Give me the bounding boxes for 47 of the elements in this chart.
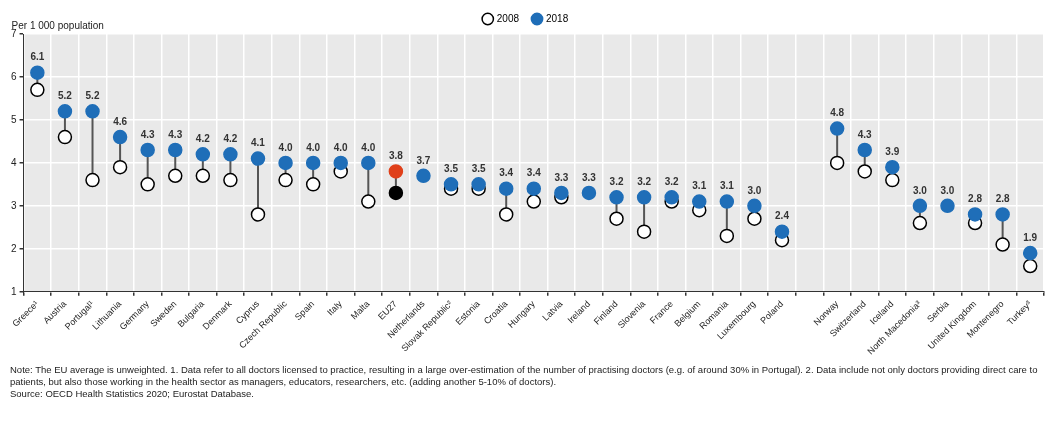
y-tick-label: 6 — [11, 70, 17, 82]
data-label: 3.2 — [609, 176, 624, 188]
data-label: 4.0 — [361, 141, 376, 153]
data-label: 4.0 — [278, 141, 293, 153]
data-label: 3.4 — [499, 167, 514, 179]
data-label: 3.0 — [912, 184, 928, 196]
legend-label: 2008 — [496, 12, 520, 24]
data-label: 3.2 — [637, 176, 652, 188]
y-tick-label: 5 — [11, 113, 17, 125]
data-label: 3.1 — [719, 180, 735, 192]
data-label: 5.2 — [85, 90, 100, 102]
data-label: 3.9 — [885, 145, 900, 157]
data-label: 1.9 — [1023, 231, 1038, 243]
data-label: 4.0 — [333, 141, 349, 153]
data-label: 3.0 — [747, 184, 762, 196]
data-label: 4.3 — [140, 128, 156, 140]
y-tick-label: 4 — [11, 156, 17, 168]
data-label: 4.2 — [223, 133, 238, 145]
data-label: 6.1 — [30, 51, 45, 63]
data-label: 2.4 — [775, 210, 790, 222]
data-label: 4.6 — [113, 115, 128, 127]
data-label: 3.3 — [581, 171, 597, 183]
data-label: 3.1 — [692, 180, 707, 192]
data-label: 3.5 — [471, 163, 487, 175]
text: Note: The EU average is unweighted. 1. Data refer to all doctors licensed to practice, resulting in a large over-estimation of the number of practising doctors (e.g. of around 30% in Portugal). 2. Data include not only doctors providing direct care to patients, but also those working in the health sector as managers, educators, researchers, etc. (adding another 5-10% of doctors). — [10, 364, 1039, 388]
source-note: Source: OECD Health Statistics 2020; Eurostat Database. — [10, 388, 255, 400]
data-label: 5.2 — [57, 90, 73, 102]
data-label: 2.8 — [968, 193, 983, 205]
data-label: 4.3 — [857, 128, 873, 140]
legend-label: 2018 — [546, 12, 569, 24]
data-label: 3.8 — [388, 150, 404, 162]
data-label: 4.3 — [168, 128, 183, 140]
y-tick-label: 2 — [11, 242, 17, 254]
data-label: 4.0 — [306, 141, 321, 153]
data-label: 3.3 — [554, 171, 569, 183]
data-label: 3.4 — [526, 167, 542, 179]
data-label: 3.2 — [664, 176, 680, 188]
data-label: 4.8 — [830, 107, 845, 119]
data-label: 3.7 — [416, 154, 431, 166]
data-label: 3.0 — [940, 184, 955, 196]
data-label: 4.2 — [195, 133, 211, 145]
data-label: 4.1 — [251, 137, 266, 149]
y-tick-label: 1 — [11, 285, 17, 297]
y-tick-label: 3 — [11, 199, 17, 211]
data-label: 3.5 — [444, 163, 459, 175]
data-label: 2.8 — [995, 193, 1011, 205]
x-tick-label: Italy — [325, 298, 345, 318]
